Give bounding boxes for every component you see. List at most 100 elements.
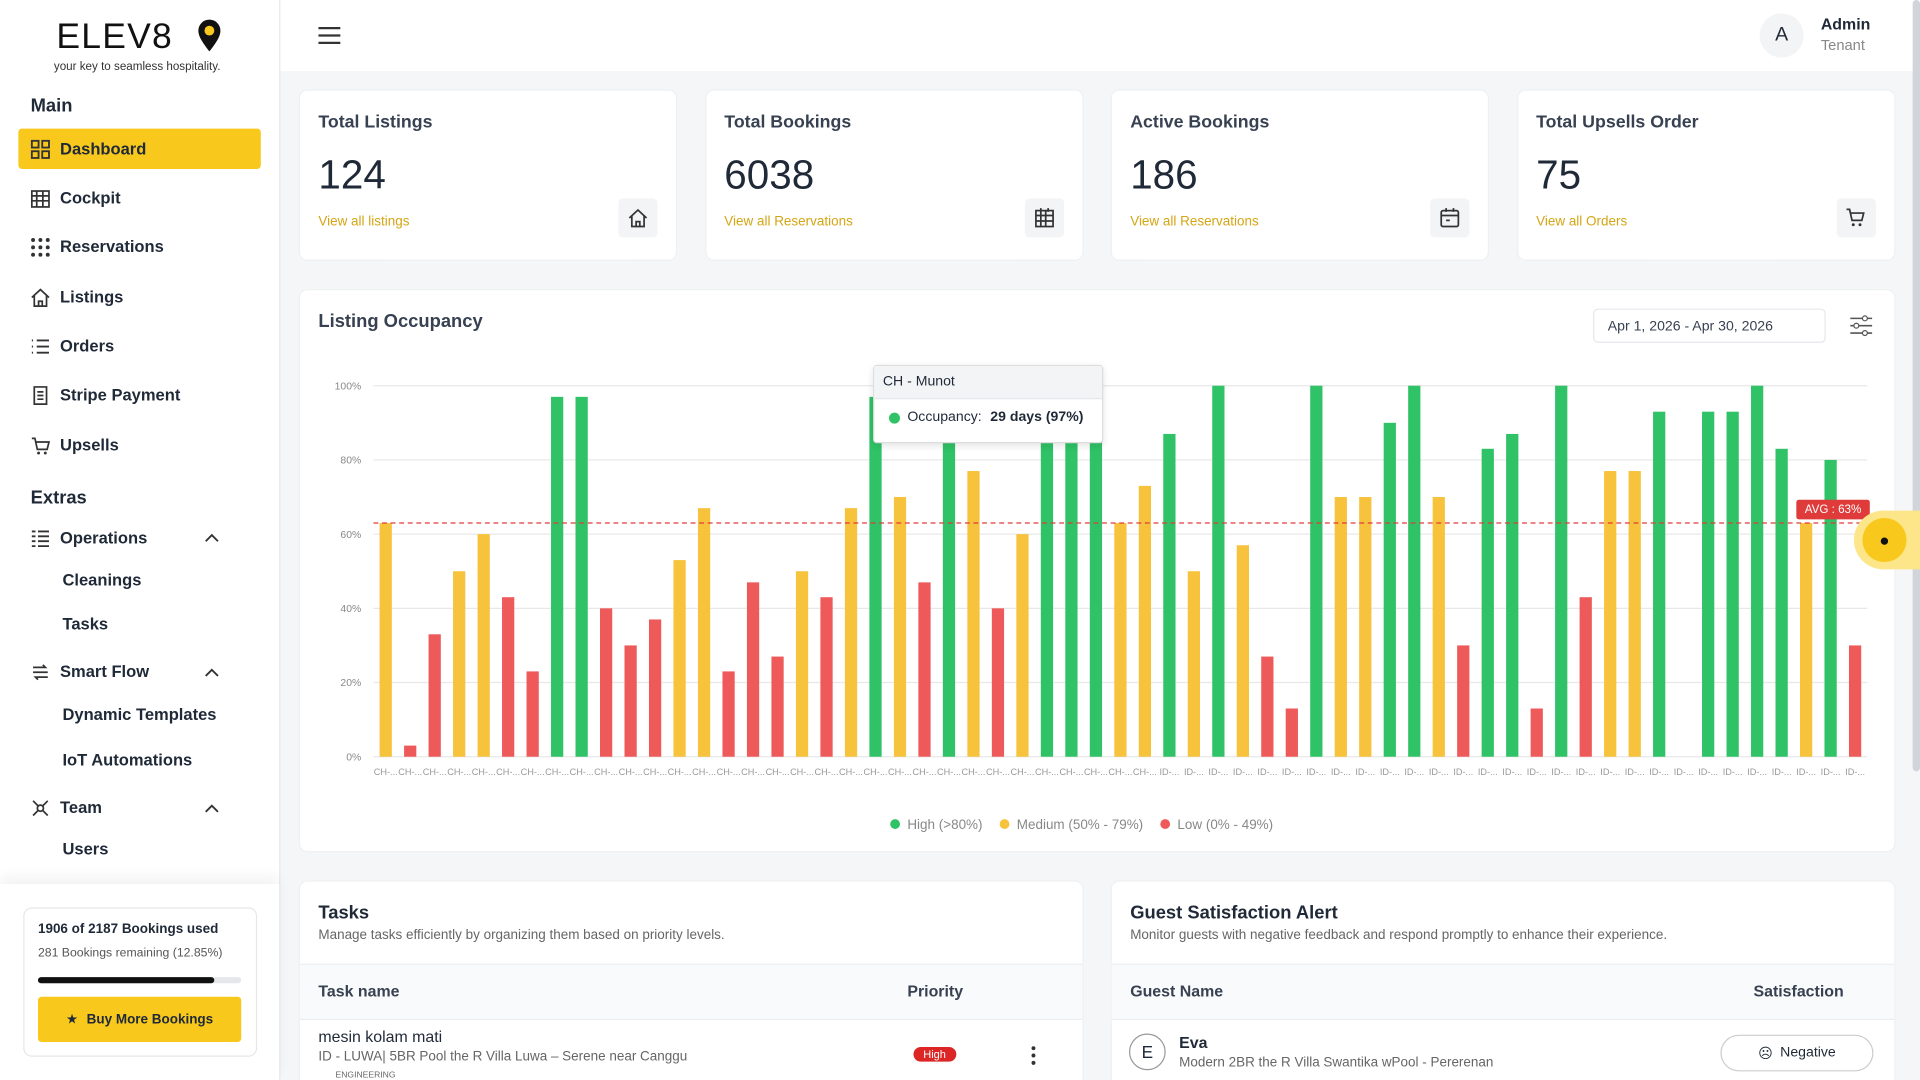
nav-subitem[interactable]: Cleanings [62, 570, 142, 589]
avatar[interactable]: A [1759, 13, 1804, 58]
bar [648, 619, 662, 757]
buy-button[interactable]: ★ Buy More Bookings [37, 996, 242, 1043]
task-name[interactable]: mesin kolam mati [318, 1027, 443, 1046]
bar [893, 497, 907, 757]
satisfaction-badge[interactable]: ☹ Negative [1720, 1034, 1874, 1072]
nav-item[interactable]: Listings [18, 277, 260, 317]
nav-label: Team [60, 798, 102, 817]
icon [31, 529, 49, 547]
bar [1481, 448, 1494, 757]
assistant-button[interactable]: ● [1853, 510, 1920, 570]
guest-description: Monitor guests with negative feedback an… [1130, 928, 1668, 943]
chevron[interactable] [204, 803, 219, 813]
nav-item[interactable]: Cockpit [18, 178, 260, 218]
x-tick-label: CH-... [1035, 767, 1059, 777]
guest-title: Guest Satisfaction Alert [1130, 902, 1338, 924]
bar [1702, 411, 1715, 757]
scrollbar[interactable] [1912, 0, 1920, 772]
bar [526, 671, 539, 757]
bar [795, 571, 809, 757]
x-tick-label: ID-... [1527, 767, 1547, 777]
bar [942, 433, 956, 757]
stat-value: 186 [1130, 151, 1198, 198]
x-tick-label: CH-... [864, 767, 888, 777]
nav-subitem[interactable]: IoT Automations [62, 750, 193, 769]
user-name: Admin [1820, 14, 1871, 34]
x-tick-label: CH-... [374, 767, 398, 777]
bar [1114, 522, 1127, 757]
x-tick-label: ID-... [1380, 767, 1400, 777]
nav-item[interactable]: Orders [18, 326, 260, 366]
x-tick-label: ID-... [1159, 767, 1179, 777]
button-label: Buy More Bookings [86, 1012, 214, 1027]
tagline: your key to seamless hospitality. [53, 60, 221, 74]
bar [575, 396, 588, 757]
legend-dot [1160, 819, 1171, 829]
x-tick-label: CH-... [790, 767, 814, 777]
chart-title: Listing Occupancy [318, 311, 483, 332]
nav-label: Stripe Payment [60, 385, 181, 405]
nav-subitem[interactable]: Users [62, 840, 109, 859]
bar [1530, 708, 1543, 757]
bar [746, 582, 760, 757]
stat-card: Total Upsells Order 75 View all Orders [1517, 90, 1894, 260]
stat-link[interactable]: View all listings [318, 214, 410, 229]
menu-button[interactable] [318, 27, 341, 44]
nav-group[interactable]: Smart Flow [18, 651, 260, 691]
chevron[interactable] [204, 667, 219, 677]
usage-card: 1906 of 2187 Bookings used 281 Bookings … [24, 908, 256, 1056]
stat-link[interactable]: View all Reservations [724, 214, 853, 229]
bar [551, 396, 564, 757]
nav-subitem[interactable]: Dynamic Templates [62, 705, 217, 724]
chevron[interactable] [204, 533, 219, 543]
bar [624, 645, 637, 757]
nav-label: Cockpit [60, 188, 121, 207]
nav-group[interactable]: Operations [18, 518, 260, 558]
stat-link[interactable]: View all Orders [1536, 214, 1628, 229]
bar [1383, 422, 1396, 757]
nav-group[interactable]: Team [18, 787, 260, 827]
icon [1034, 208, 1054, 228]
date-picker[interactable]: Apr 1, 2026 - Apr 30, 2026 [1593, 308, 1826, 343]
logo-icon [198, 19, 221, 52]
nav-item[interactable]: Dashboard [18, 128, 261, 169]
x-tick-label: CH-... [570, 767, 594, 777]
nav-item[interactable]: Stripe Payment [18, 375, 260, 415]
x-tick-label: ID-... [1772, 767, 1792, 777]
icon [628, 208, 648, 228]
x-tick-label: CH-... [668, 767, 692, 777]
legend-dot [999, 819, 1010, 829]
stat-icon [1836, 198, 1876, 238]
stat-value: 75 [1536, 151, 1582, 198]
bar [1457, 645, 1470, 757]
usage-title: 1906 of 2187 Bookings used [37, 922, 219, 937]
bar [869, 396, 882, 757]
chart: 0%20%40%60%80%100%CH-... CH-... CH-... CH-.… [335, 381, 1870, 832]
bar [991, 608, 1005, 757]
bar [1334, 497, 1347, 757]
x-tick-label: ID-... [1257, 767, 1277, 777]
bar [453, 571, 466, 757]
nav-subitem[interactable]: Tasks [62, 614, 109, 634]
tooltip-label: Occupancy: [907, 410, 982, 425]
bar [697, 508, 711, 757]
task-detail: ID - LUWA| 5BR Pool the R Villa Luwa – S… [318, 1049, 688, 1065]
y-tick-label: 0% [346, 752, 361, 763]
face-icon: ☹ [1758, 1046, 1773, 1062]
stat-title: Total Upsells Order [1536, 112, 1699, 133]
x-tick-label: CH-... [594, 767, 618, 777]
y-tick-label: 100% [335, 381, 362, 392]
filter-button[interactable] [1850, 315, 1873, 337]
column-header: Priority [907, 982, 964, 1001]
stat-link[interactable]: View all Reservations [1130, 214, 1259, 229]
x-tick-label: ID-... [1551, 767, 1571, 777]
bar [1261, 656, 1274, 757]
nav-item[interactable]: Upsells [18, 425, 260, 465]
bar [502, 597, 515, 757]
nav-item[interactable]: Reservations [18, 227, 260, 267]
x-tick-label: CH-... [1084, 767, 1108, 777]
x-tick-label: CH-... [643, 767, 667, 777]
stat-icon [1024, 198, 1064, 238]
row-menu[interactable] [1030, 1044, 1037, 1066]
